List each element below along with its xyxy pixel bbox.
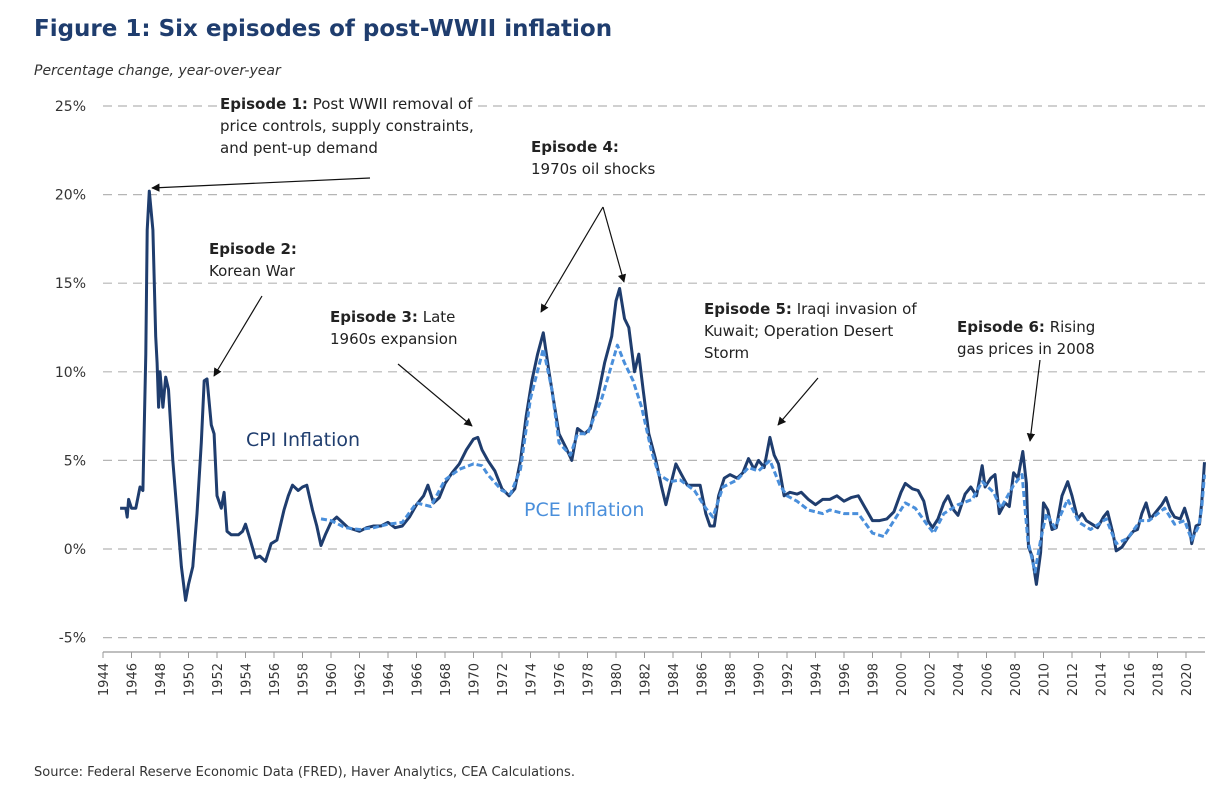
annotation-arrow: [151, 177, 371, 192]
annotation-episode-2: Episode 2: Korean War: [206, 238, 300, 282]
x-tick-label: 1962: [354, 663, 369, 696]
x-tick-label: 1968: [439, 663, 454, 696]
annotation-arrow: [397, 363, 473, 427]
y-tick-label: -5%: [59, 631, 86, 647]
x-tick-label: 1978: [582, 663, 597, 696]
y-tick-label: 10%: [55, 365, 86, 381]
pce-line: [320, 343, 1206, 574]
x-tick-label: 1982: [639, 663, 654, 696]
y-tick-label: 5%: [64, 453, 86, 469]
x-tick-label: 1990: [753, 663, 768, 696]
x-tick-label: 2006: [981, 663, 996, 696]
y-tick-label: 25%: [55, 99, 86, 115]
annotation-episode-3: Episode 3: Late 1960s expansion: [327, 306, 461, 350]
x-tick-label: 1950: [183, 663, 198, 696]
x-tick-label: 1986: [696, 663, 711, 696]
y-axis-label: Percentage change, year-over-year: [34, 63, 281, 79]
chart-title: Figure 1: Six episodes of post-WWII infl…: [34, 16, 613, 42]
x-tick-label: 2010: [1038, 663, 1053, 696]
x-tick-label: 2004: [952, 663, 967, 696]
x-tick-label: 1948: [154, 663, 169, 696]
x-tick-label: 2008: [1009, 663, 1024, 696]
x-tick-label: 1992: [781, 663, 796, 696]
x-tick-label: 2000: [895, 663, 910, 696]
legend-cpi: CPI Inflation: [246, 429, 361, 451]
source-note: Source: Federal Reserve Economic Data (F…: [34, 765, 575, 780]
x-tick-label: 2018: [1152, 663, 1167, 696]
x-tick-label: 1944: [97, 663, 112, 696]
x-tick-label: 1974: [525, 663, 540, 696]
x-tick-label: 2016: [1123, 663, 1138, 696]
x-tick-label: 2014: [1095, 663, 1110, 696]
x-tick-label: 1960: [325, 663, 340, 696]
annotation-episode-4: Episode 4: 1970s oil shocks: [528, 136, 659, 180]
x-tick-label: 1952: [211, 663, 226, 696]
annotation-episode-1: Episode 1: Post WWII removal of price co…: [217, 93, 477, 159]
y-tick-label: 0%: [64, 542, 86, 558]
x-tick-label: 1946: [126, 663, 141, 696]
x-tick-label: 1988: [724, 663, 739, 696]
y-tick-label: 20%: [55, 188, 86, 204]
x-tick-label: 2002: [924, 663, 939, 696]
x-tick-label: 1972: [496, 663, 511, 696]
x-tick-label: 1996: [838, 663, 853, 696]
x-tick-label: 1980: [610, 663, 625, 696]
x-tick-label: 1976: [553, 663, 568, 696]
x-tick-label: 1956: [268, 663, 283, 696]
x-tick-label: 2020: [1180, 663, 1195, 696]
x-tick-label: 1964: [382, 663, 397, 696]
x-tick-label: 1998: [867, 663, 882, 696]
annotation-arrow: [1026, 359, 1041, 442]
x-tick-label: 1954: [240, 663, 255, 696]
annotation-arrow: [602, 206, 627, 283]
y-tick-label: 15%: [55, 276, 86, 292]
x-tick-label: 1984: [667, 663, 682, 696]
x-tick-label: 1970: [468, 663, 483, 696]
x-tick-label: 1994: [810, 663, 825, 696]
x-tick-label: 1958: [297, 663, 312, 696]
annotation-arrow: [213, 295, 263, 377]
legend-pce: PCE Inflation: [524, 499, 645, 521]
x-tick-label: 2012: [1066, 663, 1081, 696]
x-tick-label: 1966: [411, 663, 426, 696]
annotation-episode-5: Episode 5: Iraqi invasion of Kuwait; Ope…: [701, 298, 920, 364]
annotation-arrow: [540, 206, 604, 313]
annotation-episode-6: Episode 6: Rising gas prices in 2008: [954, 316, 1099, 360]
annotation-arrow: [777, 377, 819, 426]
